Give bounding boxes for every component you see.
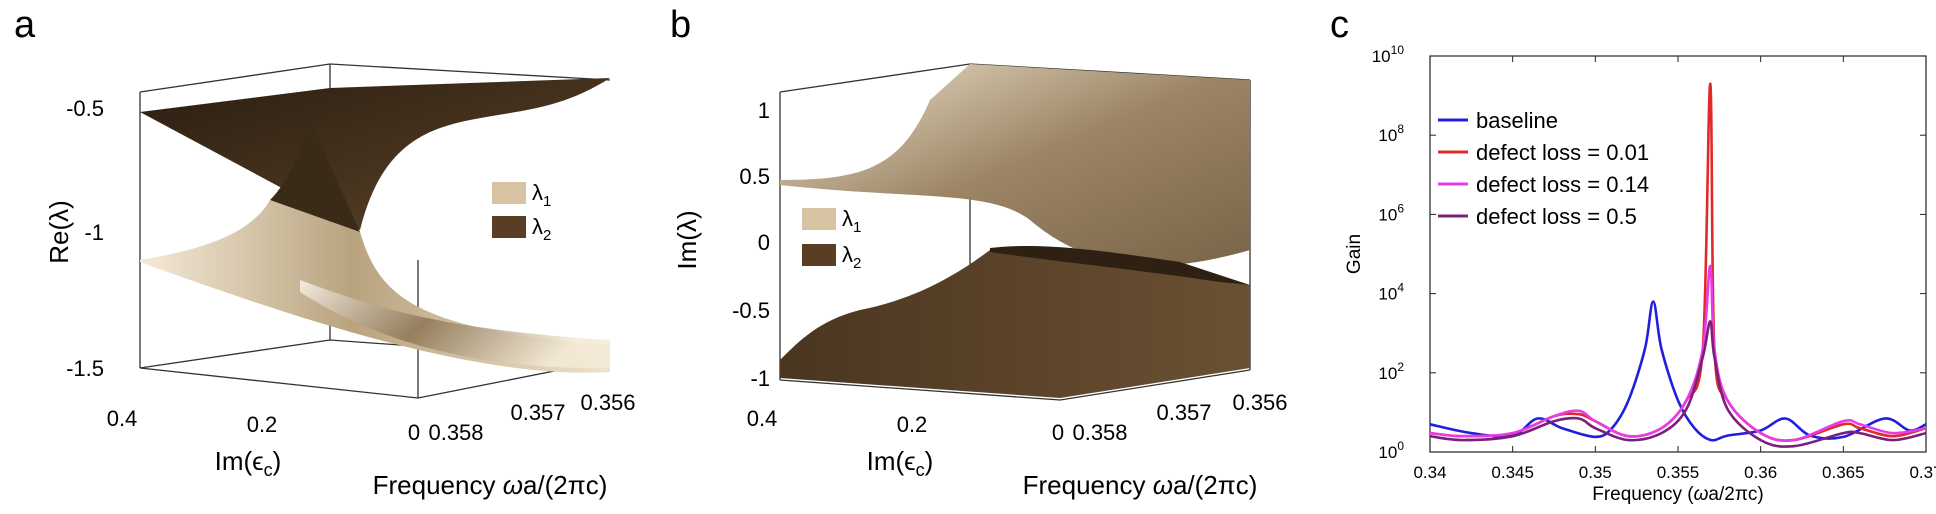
x-axis-label-text: Im(ϵ <box>215 446 264 476</box>
legend-swatch-lambda2 <box>802 244 836 266</box>
z-tick-label: 0.5 <box>739 164 770 189</box>
legend-label-lambda2: λ2 <box>842 242 861 272</box>
x-tick-label: 0.4 <box>747 406 778 431</box>
x-tick-label: 0.37 <box>1909 463 1936 482</box>
x-tick-label: 0.2 <box>247 412 278 437</box>
legend-swatch-lambda2 <box>492 216 526 238</box>
surface-lambda2-mid <box>270 120 360 232</box>
x-tick-label: 0.34 <box>1413 463 1446 482</box>
y-tick-label: 104 <box>1378 281 1404 304</box>
z-axis-label: Im(λ) <box>672 210 702 269</box>
z-tick-label: -1 <box>750 366 770 391</box>
box-edge <box>779 369 1251 401</box>
legend-label-lambda2: λ2 <box>532 214 551 244</box>
x-axis-label: Frequency (ωa/2πc) <box>1592 484 1764 505</box>
z-axis-label: Re(λ) <box>44 200 74 264</box>
legend-label-lambda1: λ1 <box>842 206 861 236</box>
y-tick-label: 0.356 <box>1232 390 1287 415</box>
plot-area <box>1429 55 1927 453</box>
z-tick-label: 1 <box>758 98 770 123</box>
z-tick-label: -0.5 <box>66 96 104 121</box>
legend-c: baseline defect loss = 0.01 defect loss = … <box>1438 108 1649 229</box>
legend-swatch-lambda1 <box>492 182 526 204</box>
surface-lambda1-lower <box>140 200 610 373</box>
surface-junction <box>990 245 1250 285</box>
y-axis-label: Gain <box>1344 234 1365 274</box>
legend-label-1: defect loss = 0.01 <box>1476 140 1649 165</box>
series-line-2 <box>1429 264 1927 443</box>
chart-c: 0.34 0.345 0.35 0.355 0.36 0.365 0.37 100 102 104… <box>1344 43 1936 505</box>
z-tick-label: -1 <box>84 220 104 245</box>
panel-label-c: c <box>1330 4 1349 46</box>
chart-b: 1 0.5 0 -0.5 -1 Im(λ) 0.4 0.2 0 Im(ϵc) 0… <box>672 63 1288 500</box>
surface-lambda2-upper <box>140 78 610 230</box>
legend-label-0: baseline <box>1476 108 1558 133</box>
chart-a: -0.5 -1 -1.5 Re(λ) 0.4 0.2 0 Im(ϵc) 0.35… <box>44 63 636 500</box>
y-tick-label: 102 <box>1378 360 1404 383</box>
y-tick-label: 0.358 <box>428 420 483 445</box>
surface-lambda2-lower <box>780 247 1250 398</box>
series-line-3 <box>1429 320 1927 448</box>
legend-label-2: defect loss = 0.14 <box>1476 172 1649 197</box>
y-axis-label: Frequency ωa/(2πc) <box>373 470 608 500</box>
y-tick-label: 0.357 <box>510 400 565 425</box>
x-tick-label: 0.355 <box>1657 463 1700 482</box>
x-axis-label-text: Im(ϵ <box>867 446 916 476</box>
legend-swatch-lambda1 <box>802 208 836 230</box>
x-tick-label: 0.4 <box>107 406 138 431</box>
x-tick-label: 0.2 <box>897 412 928 437</box>
axis-ticks-c: 0.34 0.345 0.35 0.355 0.36 0.365 0.37 100 102 104… <box>1372 43 1936 482</box>
x-axis-label: Im(ϵc) <box>867 446 934 480</box>
x-tick-label: 0 <box>408 420 420 445</box>
panel-label-a: a <box>14 4 36 46</box>
x-tick-label: 0.345 <box>1491 463 1534 482</box>
legend-b: λ1 λ2 <box>802 206 861 272</box>
y-tick-label: 0.356 <box>580 390 635 415</box>
legend-label-3: defect loss = 0.5 <box>1476 204 1637 229</box>
legend-label-lambda1: λ1 <box>532 180 551 210</box>
series-lines-c <box>1429 82 1927 448</box>
z-tick-label: -0.5 <box>732 298 770 323</box>
y-tick-label: 1010 <box>1372 43 1405 66</box>
surface-lambda1-tail <box>300 280 610 369</box>
y-ticks-b: 0.358 0.357 0.356 <box>1072 390 1287 445</box>
z-tick-label: 0 <box>758 230 770 255</box>
surface-lambda1-upper <box>780 64 1250 266</box>
z-ticks-b: 1 0.5 0 -0.5 -1 <box>732 98 770 391</box>
y-tick-label: 108 <box>1378 122 1404 145</box>
x-ticks-a: 0.4 0.2 0 <box>107 406 420 445</box>
y-ticks-a: 0.358 0.357 0.356 <box>428 390 635 445</box>
x-ticks-b: 0.4 0.2 0 <box>747 406 1064 445</box>
x-tick-label: 0.365 <box>1822 463 1865 482</box>
z-ticks-a: -0.5 -1 -1.5 <box>66 96 104 381</box>
y-tick-label: 0.357 <box>1156 400 1211 425</box>
x-tick-label: 0.36 <box>1744 463 1777 482</box>
y-tick-label: 100 <box>1378 439 1404 462</box>
x-tick-label: 0 <box>1052 420 1064 445</box>
y-tick-label: 106 <box>1378 201 1404 224</box>
z-tick-label: -1.5 <box>66 356 104 381</box>
panel-label-b: b <box>670 4 692 46</box>
legend-a: λ1 λ2 <box>492 180 551 244</box>
x-tick-label: 0.35 <box>1579 463 1612 482</box>
y-axis-label: Frequency ωa/(2πc) <box>1023 470 1258 500</box>
y-tick-label: 0.358 <box>1072 420 1127 445</box>
x-axis-label: Im(ϵc) <box>215 446 282 480</box>
